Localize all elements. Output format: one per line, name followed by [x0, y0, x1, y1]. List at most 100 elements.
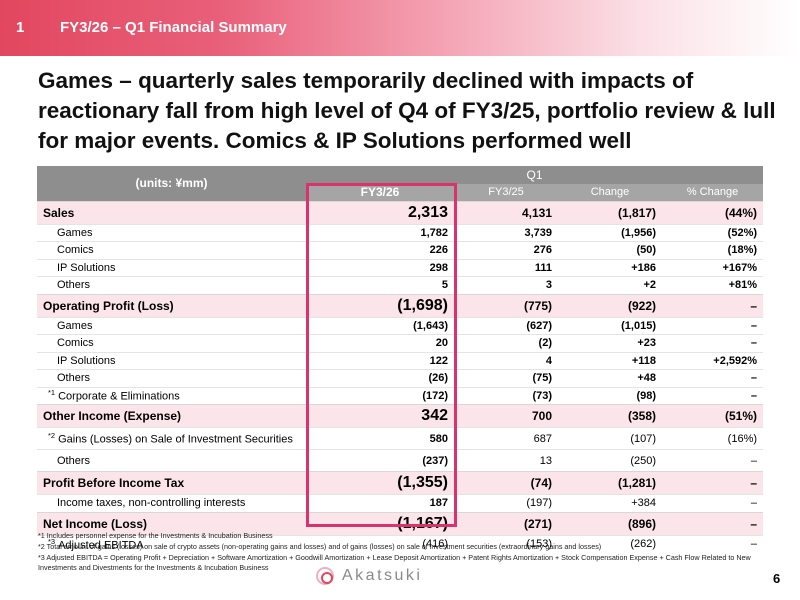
value-pct-change: –: [662, 471, 764, 495]
header-bar: 1 FY3/26 – Q1 Financial Summary: [0, 0, 800, 56]
col-header-fy3-26: FY3/26: [306, 184, 454, 201]
row-other-income: Other Income (Expense) 342 700 (358) (51…: [37, 404, 764, 428]
value-change: (1,281): [558, 471, 662, 495]
value-change: +118: [558, 351, 662, 370]
row-label: IP Solutions: [37, 351, 306, 370]
value-pct-change: –: [662, 511, 764, 535]
value-fy3-25: (271): [454, 511, 558, 535]
footnote-marker: *1: [48, 388, 56, 398]
footnotes: *1 Includes personnel expense for the In…: [38, 531, 778, 574]
row-label: Income taxes, non-controlling interests: [37, 494, 306, 512]
row-label: Other Income (Expense): [37, 404, 306, 428]
value-fy3-26: 187: [306, 494, 454, 512]
value-fy3-26: 2,313: [306, 200, 454, 224]
row-label-text: Corporate & Eliminations: [58, 391, 180, 404]
row-operating-profit: Operating Profit (Loss) (1,698) (775) (9…: [37, 293, 764, 317]
row-label: Profit Before Income Tax: [37, 471, 306, 495]
value-pct-change: –: [662, 386, 764, 405]
row-net-income: Net Income (Loss) (1,167) (271) (896) –: [37, 511, 764, 535]
value-fy3-25: 687: [454, 427, 558, 450]
value-fy3-26: (416): [306, 534, 454, 553]
value-fy3-25: (627): [454, 316, 558, 335]
value-fy3-26: (1,167): [306, 511, 454, 535]
value-fy3-25: (197): [454, 494, 558, 512]
value-fy3-26: 5: [306, 276, 454, 294]
value-fy3-26: (172): [306, 386, 454, 405]
row-op-games: Games (1,643) (627) (1,015) –: [37, 316, 764, 335]
value-fy3-25: 13: [454, 449, 558, 472]
row-label: Sales: [37, 200, 306, 224]
row-label: Comics: [37, 334, 306, 352]
row-sales-ip-solutions: IP Solutions 298 111 +186 +167%: [37, 258, 764, 277]
row-op-others: Others (26) (75) +48 –: [37, 369, 764, 387]
value-change: +23: [558, 334, 662, 352]
value-pct-change: (52%): [662, 223, 764, 242]
row-label: Operating Profit (Loss): [37, 293, 306, 317]
value-fy3-25: 3: [454, 276, 558, 294]
value-pct-change: +167%: [662, 258, 764, 277]
value-pct-change: (51%): [662, 404, 764, 428]
value-change: (1,015): [558, 316, 662, 335]
value-fy3-25: (74): [454, 471, 558, 495]
value-fy3-26: (26): [306, 369, 454, 387]
row-label: Others: [37, 449, 306, 472]
value-pct-change: –: [662, 449, 764, 472]
row-op-comics: Comics 20 (2) +23 –: [37, 334, 764, 352]
value-change: (922): [558, 293, 662, 317]
value-change: +384: [558, 494, 662, 512]
footnote-1: *1 Includes personnel expense for the In…: [38, 531, 273, 540]
row-label: Games: [37, 223, 306, 242]
value-change: (107): [558, 427, 662, 450]
footnote-2: *2 Total amount of gains (losses) on sal…: [38, 542, 602, 551]
value-fy3-25: (73): [454, 386, 558, 405]
row-label: IP Solutions: [37, 258, 306, 277]
row-adjusted-ebitda: *3 Adjusted EBITDA (416) (153) (262) –: [37, 534, 764, 553]
value-change: (358): [558, 404, 662, 428]
value-pct-change: –: [662, 334, 764, 352]
value-fy3-26: 20: [306, 334, 454, 352]
row-label: Others: [37, 369, 306, 387]
value-pct-change: +2,592%: [662, 351, 764, 370]
col-header-change: Change: [558, 184, 662, 201]
value-pct-change: –: [662, 369, 764, 387]
value-change: (1,956): [558, 223, 662, 242]
company-logo: Akatsuki: [316, 567, 422, 585]
footnote-3: *3 Adjusted EBITDA = Operating Profit + …: [38, 553, 751, 572]
value-fy3-25: (775): [454, 293, 558, 317]
section-title: FY3/26 – Q1 Financial Summary: [60, 19, 287, 36]
value-pct-change: –: [662, 534, 764, 553]
value-fy3-25: 700: [454, 404, 558, 428]
value-fy3-25: 111: [454, 258, 558, 277]
value-fy3-25: 3,739: [454, 223, 558, 242]
footnote-marker: *3: [48, 536, 56, 546]
value-pct-change: (18%): [662, 241, 764, 259]
value-change: (896): [558, 511, 662, 535]
col-header-fy3-25: FY3/25: [454, 184, 558, 201]
value-change: (250): [558, 449, 662, 472]
value-change: +48: [558, 369, 662, 387]
row-label: Others: [37, 276, 306, 294]
value-fy3-25: (2): [454, 334, 558, 352]
row-label: Games: [37, 316, 306, 335]
row-sales-comics: Comics 226 276 (50) (18%): [37, 241, 764, 259]
value-pct-change: –: [662, 293, 764, 317]
row-sales-others: Others 5 3 +2 +81%: [37, 276, 764, 294]
value-fy3-26: (1,698): [306, 293, 454, 317]
value-change: (50): [558, 241, 662, 259]
row-gains-investment-securities: *2 Gains (Losses) on Sale of Investment S…: [37, 427, 764, 450]
value-change: +2: [558, 276, 662, 294]
value-fy3-26: (237): [306, 449, 454, 472]
row-other-income-others: Others (237) 13 (250) –: [37, 449, 764, 472]
row-sales: Sales 2,313 4,131 (1,817) (44%): [37, 200, 764, 224]
value-change: (262): [558, 534, 662, 553]
value-change: (98): [558, 386, 662, 405]
footnote-marker: *2: [48, 431, 56, 441]
value-pct-change: +81%: [662, 276, 764, 294]
value-fy3-26: (1,355): [306, 471, 454, 495]
row-label-text: Adjusted EBITDA: [58, 539, 144, 552]
value-fy3-25: 4: [454, 351, 558, 370]
value-pct-change: –: [662, 494, 764, 512]
value-change: (1,817): [558, 200, 662, 224]
value-fy3-25: (153): [454, 534, 558, 553]
row-income-taxes: Income taxes, non-controlling interests …: [37, 494, 764, 512]
